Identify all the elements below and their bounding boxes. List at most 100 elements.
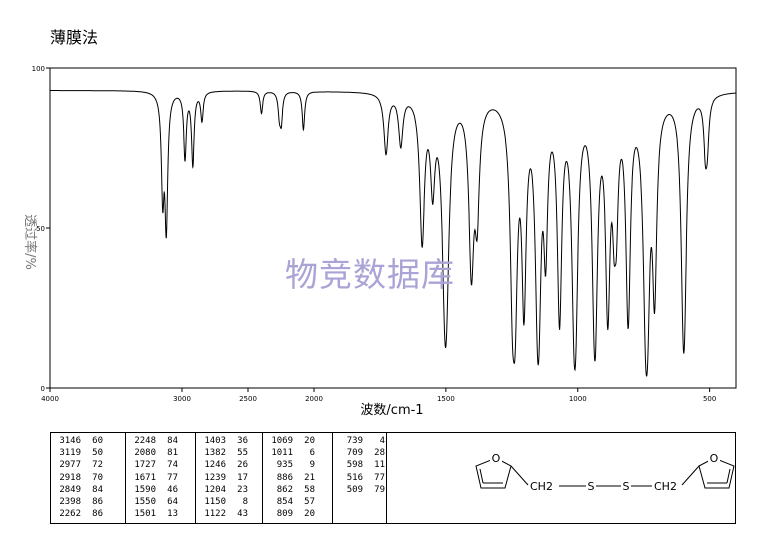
peak-wavenumber: 2080 [134, 448, 156, 459]
peak-transmittance: 72 [92, 460, 103, 471]
peak-wavenumber: 3119 [59, 448, 81, 459]
x-tick-label: 4000 [41, 395, 59, 403]
peak-transmittance: 79 [374, 484, 385, 495]
peak-transmittance: 9 [309, 460, 315, 471]
peak-row: 1122 43 [196, 508, 262, 520]
peak-row: 1501 13 [126, 508, 195, 520]
peak-row: 516 77 [333, 472, 386, 484]
peak-wavenumber: 2248 [134, 436, 156, 446]
furan-ring-left [475, 457, 512, 489]
peak-transmittance: 17 [237, 472, 248, 483]
x-tick-label: 2000 [305, 395, 323, 403]
peak-transmittance: 70 [92, 472, 103, 483]
peak-transmittance: 43 [237, 509, 248, 520]
peak-row: 1150 8 [196, 496, 262, 508]
peak-table: 3146 60 3119 50 2977 72 2918 70 2849 84 2398 86 2262… [50, 432, 736, 524]
y-axis-label: 透过率/% [22, 214, 38, 270]
oxygen-label-left: O [492, 452, 501, 465]
y-tick-label: 100 [32, 65, 45, 73]
peak-transmittance: 20 [304, 436, 315, 446]
peak-wavenumber: 1382 [204, 448, 226, 459]
peak-transmittance: 74 [167, 460, 178, 471]
peak-transmittance: 21 [304, 472, 315, 483]
peak-wavenumber: 709 [346, 448, 363, 459]
x-tick-label: 500 [703, 395, 716, 403]
peak-transmittance: 86 [92, 496, 103, 507]
peak-row: 1671 77 [126, 472, 195, 484]
sulfur-label-1: S [588, 480, 595, 493]
peak-row: 1246 26 [196, 459, 262, 471]
watermark-text: 物竞数据库 [285, 255, 455, 294]
peak-row: 2918 70 [51, 472, 125, 484]
x-tick-label: 1000 [569, 395, 587, 403]
peak-wavenumber: 2977 [59, 460, 81, 471]
peak-row: 2262 86 [51, 508, 125, 520]
peak-wavenumber: 854 [276, 496, 293, 507]
peak-transmittance: 58 [304, 484, 315, 495]
peak-transmittance: 6 [309, 448, 315, 459]
peak-row: 3119 50 [51, 447, 125, 459]
peak-transmittance: 26 [237, 460, 248, 471]
peak-row: 2248 84 [126, 435, 195, 447]
peak-wavenumber: 1671 [134, 472, 156, 483]
peak-transmittance: 84 [167, 436, 178, 446]
peak-transmittance: 77 [374, 472, 385, 483]
peak-row: 1382 55 [196, 447, 262, 459]
peak-wavenumber: 739 [346, 436, 363, 446]
peak-wavenumber: 1403 [204, 436, 226, 446]
peak-row: 2398 86 [51, 496, 125, 508]
peak-row: 709 28 [333, 447, 386, 459]
x-tick-label: 1500 [437, 395, 455, 403]
peak-wavenumber: 1550 [134, 496, 156, 507]
peak-transmittance: 60 [92, 436, 103, 446]
peak-transmittance: 77 [167, 472, 178, 483]
peak-transmittance: 81 [167, 448, 178, 459]
peak-table-column: 1069 20 1011 6 935 9 886 21 862 58 854 57 809 20 [263, 433, 333, 523]
oxygen-label-right: O [710, 452, 719, 465]
peak-transmittance: 8 [242, 496, 248, 507]
peak-row: 935 9 [263, 459, 332, 471]
peak-row: 2977 72 [51, 459, 125, 471]
peak-transmittance: 55 [237, 448, 248, 459]
peak-transmittance: 13 [167, 509, 178, 520]
peak-wavenumber: 886 [276, 472, 293, 483]
chemical-structure: O CH2 S S CH2 O [475, 451, 735, 493]
y-tick-label: 0 [41, 385, 45, 393]
ch2-label-right: CH2 [654, 480, 677, 493]
peak-table-column: 1403 36 1382 55 1246 26 1239 17 1204 23 1150 8 1122 4… [196, 433, 263, 523]
peak-row: 2080 81 [126, 447, 195, 459]
peak-wavenumber: 935 [276, 460, 293, 471]
peak-transmittance: 23 [237, 484, 248, 495]
peak-wavenumber: 509 [346, 484, 363, 495]
peak-transmittance: 11 [374, 460, 385, 471]
peak-row: 1204 23 [196, 484, 262, 496]
peak-row: 1550 64 [126, 496, 195, 508]
peak-transmittance: 84 [92, 484, 103, 495]
peak-row: 886 21 [263, 472, 332, 484]
peak-row: 739 4 [333, 435, 386, 447]
peak-transmittance: 46 [167, 484, 178, 495]
peak-row: 509 79 [333, 484, 386, 496]
peak-row: 3146 60 [51, 435, 125, 447]
peak-row: 1239 17 [196, 472, 262, 484]
peak-wavenumber: 1590 [134, 484, 156, 495]
peak-wavenumber: 1069 [271, 436, 293, 446]
peak-wavenumber: 1204 [204, 484, 226, 495]
axis-layer: 4000 3000 2500 2000 1500 1000 500 0 50 100 [32, 65, 717, 403]
peak-wavenumber: 1011 [271, 448, 293, 459]
peak-transmittance: 28 [374, 448, 385, 459]
peak-transmittance: 36 [237, 436, 248, 446]
peak-row: 2849 84 [51, 484, 125, 496]
peak-wavenumber: 598 [346, 460, 363, 471]
plot-frame [49, 67, 737, 389]
peak-transmittance: 50 [92, 448, 103, 459]
peak-wavenumber: 516 [346, 472, 363, 483]
peak-row: 598 11 [333, 459, 386, 471]
peak-row: 1727 74 [126, 459, 195, 471]
peak-row: 862 58 [263, 484, 332, 496]
peak-transmittance: 86 [92, 509, 103, 520]
peak-row: 1069 20 [263, 435, 332, 447]
peak-wavenumber: 2262 [59, 509, 81, 520]
bond [510, 465, 529, 486]
sulfur-label-2: S [623, 480, 630, 493]
